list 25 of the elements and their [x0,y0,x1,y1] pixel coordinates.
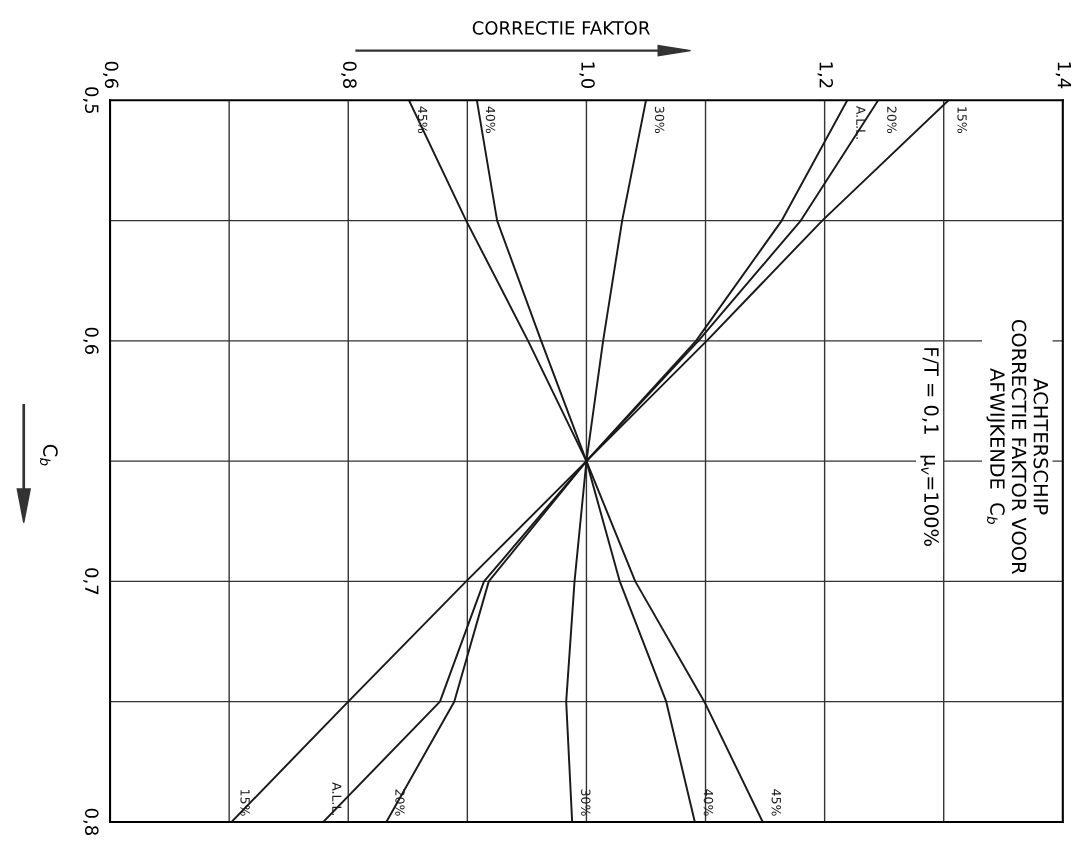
text: 15% [240,789,250,816]
x-tick-label: 1,2 [817,62,834,88]
text: 30% [654,106,665,133]
x-axis-title: CORRECTIE FAKTOR [472,21,650,35]
text: A.L.L. [332,782,342,816]
text: 45% [771,789,782,816]
x-tick-label: 0,8 [341,61,357,88]
line-series [408,100,764,822]
text: ACHTERSCHIP CORRECTIE FAKTOR VOOR AFWIJKENDE C$_{b}$ [986,319,1049,574]
line-series [230,100,950,822]
text: 40% [703,789,714,816]
y-axis-title: C$_{b}$ [39,444,58,466]
text: 30% [581,789,591,816]
x-tick-label: 1,4 [1055,62,1071,89]
text: 15% [957,107,967,133]
text: 45% [417,106,428,133]
y-tick-label: 0,5 [83,87,99,114]
text: F/T = 0,1 μ$_{v}$=100% [920,348,939,546]
x-tick-label: 1,0 [579,62,595,89]
y-tick-label: 0,8 [83,808,99,836]
x-tick-label: 0,6 [102,61,119,89]
text: 20% [887,106,897,133]
text: 40% [485,106,496,133]
y-tick-label: 0,6 [83,327,99,355]
y-tick-label: 0,7 [83,568,99,595]
